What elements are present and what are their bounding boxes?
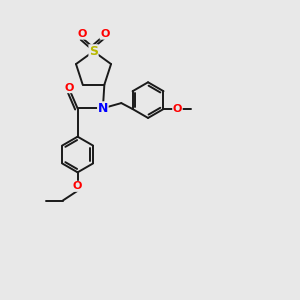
Text: O: O: [173, 104, 182, 114]
Text: O: O: [64, 82, 74, 93]
Text: O: O: [100, 29, 110, 39]
Text: S: S: [89, 45, 98, 58]
Text: O: O: [77, 29, 87, 39]
Text: O: O: [73, 181, 82, 191]
Text: N: N: [98, 102, 108, 115]
